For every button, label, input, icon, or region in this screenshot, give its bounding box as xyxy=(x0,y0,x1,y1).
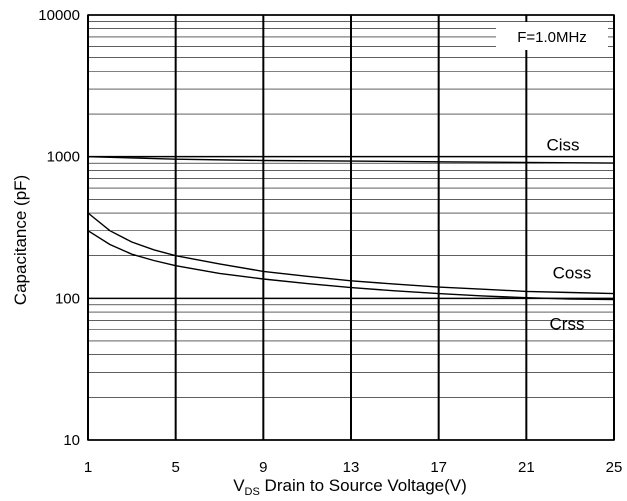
x-tick-label: 21 xyxy=(518,459,535,476)
x-tick-label: 5 xyxy=(171,459,179,476)
x-tick-label: 1 xyxy=(84,459,92,476)
x-tick-label: 13 xyxy=(343,459,360,476)
series-line-coss xyxy=(87,212,615,295)
x-axis-label: VDS Drain to Source Voltage(V) xyxy=(233,476,467,498)
x-tick-label: 17 xyxy=(430,459,447,476)
frequency-annotation: F=1.0MHz xyxy=(517,29,587,46)
y-tick-label: 10 xyxy=(63,432,80,449)
y-axis-label: Capacitance (pF) xyxy=(11,175,30,305)
y-tick-labels: 10 100 1000 10000 xyxy=(38,7,80,449)
x-axis-label-main: V xyxy=(233,476,245,495)
x-tick-label: 9 xyxy=(259,459,267,476)
x-tick-label: 25 xyxy=(606,459,623,476)
series-label-crss: Crss xyxy=(550,314,585,333)
y-tick-label: 1000 xyxy=(47,149,80,166)
x-axis-label-sub: DS xyxy=(245,486,260,498)
y-tick-label: 10000 xyxy=(38,7,80,24)
series-lines xyxy=(87,156,615,301)
series-label-ciss: Ciss xyxy=(546,136,579,155)
y-tick-label: 100 xyxy=(55,290,80,307)
series-line-ciss xyxy=(87,156,615,164)
x-tick-labels: 1 5 9 13 17 21 25 xyxy=(84,459,623,476)
series-label-coss: Coss xyxy=(553,263,592,282)
x-axis-label-rest: Drain to Source Voltage(V) xyxy=(260,476,467,495)
series-labels: Ciss Coss Crss xyxy=(546,136,591,334)
annotation-box xyxy=(496,22,608,50)
series-line-crss xyxy=(87,230,615,301)
plot-frame xyxy=(87,14,615,441)
